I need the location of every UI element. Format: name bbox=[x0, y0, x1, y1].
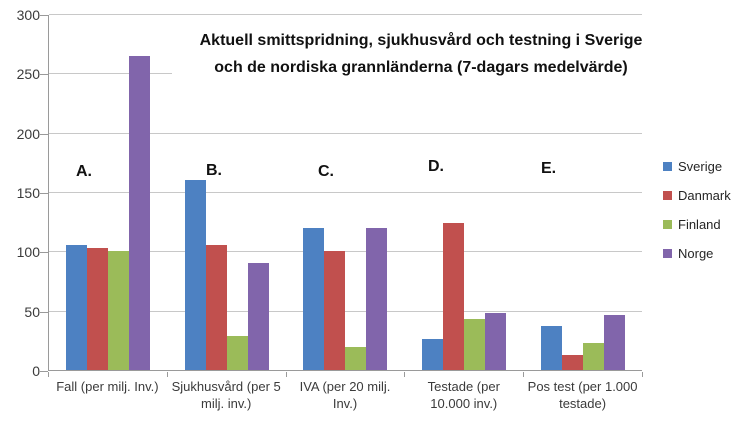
y-tick-mark-300 bbox=[40, 15, 48, 16]
bar-norge-group-4 bbox=[485, 313, 507, 370]
x-tick-mark-0 bbox=[48, 372, 49, 377]
legend-item-finland: Finland bbox=[663, 216, 731, 233]
bar-sverige-group-4 bbox=[422, 339, 444, 370]
bar-norge-group-3 bbox=[366, 227, 388, 370]
bar-sverige-group-5 bbox=[540, 326, 562, 370]
x-axis-labels: Fall (per milj. Inv.) Sjukhusvård (per 5 … bbox=[48, 378, 642, 412]
bars-layer bbox=[49, 15, 642, 370]
bar-danmark-group-3 bbox=[324, 251, 346, 370]
bar-group-2 bbox=[168, 15, 287, 370]
bar-sverige-group-3 bbox=[303, 227, 325, 370]
x-category-label-4: Testade (per 10.000 inv.) bbox=[427, 379, 500, 411]
group-annotation-c: C. bbox=[318, 163, 334, 180]
bar-norge-group-2 bbox=[247, 263, 269, 370]
legend-label-sverige: Sverige bbox=[678, 159, 723, 174]
gridline-100 bbox=[49, 251, 642, 253]
chart-title: Aktuell smittspridning, sjukhusvård och … bbox=[172, 27, 670, 81]
legend-swatch-icon bbox=[663, 249, 672, 258]
y-tick-mark-200 bbox=[40, 133, 48, 135]
bar-group-4 bbox=[405, 15, 524, 370]
bar-danmark-group-5 bbox=[561, 354, 583, 370]
y-tick-label-250: 250 bbox=[16, 66, 40, 83]
gridline-50 bbox=[49, 310, 642, 312]
group-annotation-e: E. bbox=[541, 160, 557, 177]
y-tick-label-50: 50 bbox=[24, 303, 40, 320]
x-tick-mark-1 bbox=[166, 372, 168, 377]
group-annotation-b: B. bbox=[206, 162, 222, 179]
bar-finland-group-5 bbox=[582, 342, 604, 370]
legend-swatch-icon bbox=[663, 220, 672, 229]
legend-label-finland: Finland bbox=[678, 217, 721, 232]
y-tick-mark-150 bbox=[40, 193, 48, 194]
y-tick-mark-100 bbox=[40, 252, 48, 254]
x-category-label-1: Fall (per milj. Inv.) bbox=[56, 379, 159, 394]
x-tick-mark-2 bbox=[285, 372, 287, 377]
x-category-label-5: Pos test (per 1.000 testade) bbox=[527, 379, 638, 411]
bar-sverige-group-1 bbox=[66, 245, 88, 370]
legend-swatch-icon bbox=[663, 191, 672, 200]
y-tick-mark-250 bbox=[40, 74, 48, 76]
legend-item-danmark: Danmark bbox=[663, 187, 731, 204]
bar-group-5 bbox=[523, 15, 642, 370]
bar-norge-group-5 bbox=[603, 315, 625, 370]
gridline-200 bbox=[49, 132, 642, 134]
bar-finland-group-3 bbox=[345, 347, 367, 370]
y-tick-mark-0 bbox=[40, 371, 48, 372]
bar-finland-group-4 bbox=[464, 318, 486, 370]
legend-item-sverige: Sverige bbox=[663, 158, 731, 175]
chart-title-line-1: Aktuell smittspridning, sjukhusvård och … bbox=[199, 32, 643, 49]
bar-finland-group-2 bbox=[226, 335, 248, 370]
y-tick-label-300: 300 bbox=[16, 7, 40, 23]
legend-label-danmark: Danmark bbox=[678, 188, 731, 203]
y-tick-label-0: 0 bbox=[32, 363, 40, 379]
bar-norge-group-1 bbox=[129, 55, 151, 370]
x-tick-mark-3 bbox=[404, 372, 406, 377]
y-tick-label-150: 150 bbox=[16, 185, 40, 201]
legend-label-norge: Norge bbox=[678, 246, 714, 261]
legend-swatch-icon bbox=[663, 162, 672, 171]
x-tick-mark-4 bbox=[523, 372, 525, 377]
y-tick-label-200: 200 bbox=[16, 125, 40, 142]
legend: Sverige Danmark Finland Norge bbox=[663, 158, 731, 274]
bar-danmark-group-2 bbox=[205, 245, 227, 370]
bar-group-3 bbox=[286, 15, 405, 370]
gridline-150 bbox=[49, 192, 642, 193]
gridline-300 bbox=[49, 14, 642, 15]
legend-item-norge: Norge bbox=[663, 245, 731, 262]
y-tick-label-100: 100 bbox=[16, 244, 40, 261]
bar-group-1 bbox=[49, 15, 168, 370]
bar-danmark-group-4 bbox=[443, 222, 465, 370]
x-category-label-3: IVA (per 20 milj. Inv.) bbox=[299, 379, 391, 411]
bar-finland-group-1 bbox=[108, 251, 130, 370]
bar-sverige-group-2 bbox=[184, 180, 206, 370]
group-annotation-d: D. bbox=[428, 158, 444, 175]
chart-title-line-2: och de nordiska grannländerna (7-dagars … bbox=[214, 59, 628, 76]
x-tick-mark-5 bbox=[642, 372, 643, 377]
x-category-label-2: Sjukhusvård (per 5 milj. inv.) bbox=[171, 379, 281, 411]
bar-danmark-group-1 bbox=[87, 247, 109, 370]
plot-area bbox=[48, 14, 642, 371]
group-annotation-a: A. bbox=[76, 163, 92, 180]
y-tick-mark-50 bbox=[40, 311, 48, 313]
